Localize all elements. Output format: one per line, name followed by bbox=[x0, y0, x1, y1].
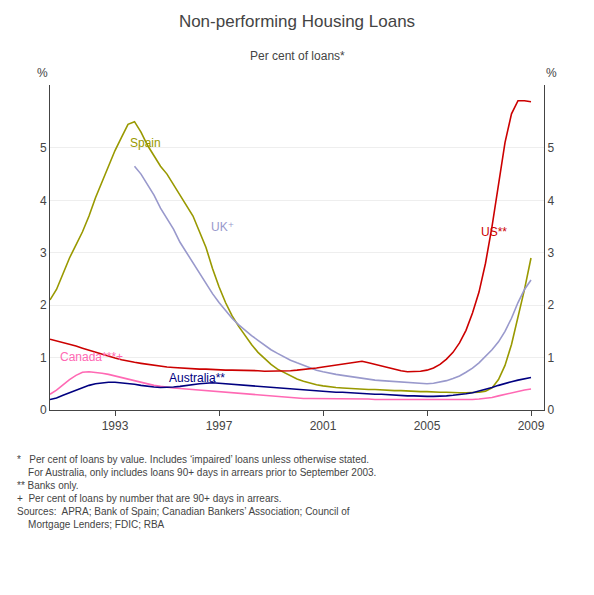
svg-text:0: 0 bbox=[40, 403, 47, 417]
svg-text:3: 3 bbox=[40, 246, 47, 260]
svg-text:* Per cent of loans by value: * Per cent of loans by value. Includes ‘… bbox=[17, 454, 376, 530]
svg-text:1: 1 bbox=[40, 351, 47, 365]
svg-text:US**: US** bbox=[481, 225, 507, 239]
svg-text:2005: 2005 bbox=[414, 419, 441, 433]
svg-text:Per cent of loans*: Per cent of loans* bbox=[250, 49, 345, 63]
svg-text:2001: 2001 bbox=[310, 419, 337, 433]
svg-text:2: 2 bbox=[40, 298, 47, 312]
svg-text:2: 2 bbox=[547, 298, 554, 312]
svg-text:4: 4 bbox=[547, 194, 554, 208]
svg-text:%: % bbox=[37, 66, 48, 80]
svg-text:1993: 1993 bbox=[102, 419, 129, 433]
svg-text:%: % bbox=[546, 66, 557, 80]
svg-text:1: 1 bbox=[547, 351, 554, 365]
svg-text:2009: 2009 bbox=[518, 419, 545, 433]
svg-text:UK⁺: UK⁺ bbox=[211, 220, 234, 234]
svg-text:0: 0 bbox=[547, 403, 554, 417]
svg-text:5: 5 bbox=[40, 141, 47, 155]
svg-text:3: 3 bbox=[547, 246, 554, 260]
svg-text:4: 4 bbox=[40, 194, 47, 208]
svg-text:5: 5 bbox=[547, 141, 554, 155]
svg-text:1997: 1997 bbox=[206, 419, 233, 433]
svg-text:Canada***+: Canada***+ bbox=[60, 350, 123, 364]
svg-text:Non-performing Housing Loans: Non-performing Housing Loans bbox=[179, 12, 415, 31]
svg-text:Australia**: Australia** bbox=[169, 371, 225, 385]
svg-text:Spain: Spain bbox=[130, 136, 161, 150]
